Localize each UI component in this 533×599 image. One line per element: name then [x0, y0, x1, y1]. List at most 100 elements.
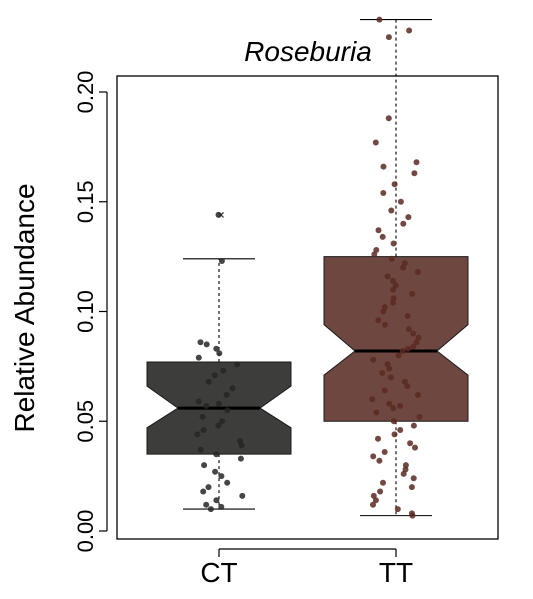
data-point-ct — [205, 484, 212, 491]
boxes-layer — [146, 19, 469, 517]
data-point-ct — [200, 488, 207, 495]
jitter-points-layer — [194, 16, 423, 519]
y-tick-label: 0.20 — [73, 71, 98, 114]
data-point-ct — [215, 211, 222, 218]
data-point-tt — [379, 233, 386, 240]
data-point-tt — [402, 462, 409, 469]
y-axis: 0.00 0.05 0.10 0.15 0.20 — [73, 71, 108, 553]
data-point-tt — [399, 348, 406, 354]
data-point-tt — [410, 475, 417, 482]
data-point-tt — [405, 326, 412, 333]
plot-frame — [116, 75, 499, 540]
data-point-tt — [375, 227, 382, 234]
data-point-ct — [239, 492, 246, 499]
data-point-ct — [213, 345, 220, 352]
data-point-tt — [391, 181, 398, 188]
data-point-tt — [400, 264, 407, 271]
data-point-ct — [216, 350, 223, 357]
chart-title: Roseburia — [244, 36, 372, 67]
data-point-tt — [370, 356, 377, 363]
data-point-tt — [394, 506, 401, 513]
data-point-ct — [201, 462, 208, 469]
data-point-tt — [375, 435, 381, 442]
data-point-tt — [391, 431, 398, 438]
data-point-tt — [390, 299, 397, 306]
data-point-tt — [397, 198, 404, 205]
data-point-tt — [397, 427, 404, 433]
data-point-tt — [388, 207, 395, 214]
data-point-tt — [395, 352, 402, 359]
data-point-ct — [215, 422, 222, 429]
data-point-tt — [400, 470, 407, 477]
data-point-tt — [414, 391, 421, 398]
data-point-tt — [404, 345, 411, 352]
data-point-tt — [390, 277, 396, 284]
x-tick-label: TT — [379, 557, 413, 588]
data-point-tt — [381, 387, 388, 394]
data-point-tt — [413, 159, 420, 166]
box-tt — [323, 19, 469, 517]
data-point-tt — [409, 290, 416, 297]
data-point-tt — [408, 484, 415, 491]
notched-box — [323, 256, 469, 422]
data-point-ct — [200, 427, 207, 433]
data-point-tt — [406, 27, 413, 34]
data-point-ct — [199, 413, 206, 420]
data-point-tt — [386, 365, 393, 372]
data-point-tt — [375, 317, 382, 324]
data-point-ct — [203, 402, 210, 409]
data-point-tt — [370, 501, 376, 508]
data-point-ct — [205, 378, 212, 385]
x-axis: CT TT — [200, 548, 413, 588]
data-point-ct — [229, 385, 236, 392]
data-point-tt — [381, 449, 388, 455]
data-point-ct — [224, 479, 231, 486]
data-point-tt — [380, 308, 387, 315]
data-point-tt — [410, 422, 417, 429]
data-point-tt — [410, 330, 417, 337]
data-point-ct — [195, 398, 202, 405]
data-point-tt — [379, 370, 386, 376]
data-point-tt — [410, 343, 417, 350]
data-point-tt — [401, 378, 408, 385]
y-axis-label: Relative Abundance — [9, 183, 40, 432]
data-point-ct — [203, 341, 210, 348]
data-point-ct — [237, 455, 244, 462]
data-point-ct — [234, 361, 241, 368]
data-point-tt — [390, 286, 397, 293]
data-point-tt — [390, 405, 397, 412]
data-point-ct — [218, 473, 225, 480]
box-ct — [146, 211, 292, 510]
data-point-tt — [392, 282, 399, 289]
data-point-tt — [376, 457, 383, 464]
data-point-tt — [411, 170, 418, 177]
y-tick-label: 0.00 — [73, 510, 98, 553]
data-point-ct — [213, 451, 220, 458]
data-point-ct — [223, 391, 230, 398]
data-point-ct — [197, 446, 204, 453]
x-tick-label: CT — [200, 557, 237, 588]
data-point-ct — [224, 407, 231, 414]
data-point-ct — [218, 503, 225, 510]
y-tick-label: 0.05 — [73, 400, 98, 443]
data-point-tt — [380, 163, 387, 170]
data-point-ct — [215, 400, 222, 407]
data-point-tt — [400, 220, 407, 227]
data-point-tt — [372, 497, 379, 504]
data-point-tt — [414, 269, 421, 275]
data-point-tt — [397, 402, 404, 409]
data-point-ct — [211, 372, 218, 379]
data-point-ct — [207, 506, 214, 513]
data-point-ct — [197, 339, 204, 346]
data-point-tt — [370, 453, 377, 460]
data-point-tt — [390, 240, 397, 247]
data-point-ct — [194, 431, 201, 438]
data-point-tt — [380, 190, 387, 196]
data-point-tt — [409, 512, 416, 519]
data-point-ct — [213, 497, 220, 504]
data-point-ct — [238, 442, 245, 449]
data-point-tt — [385, 115, 392, 122]
data-point-tt — [412, 444, 418, 451]
data-point-ct — [212, 468, 219, 475]
